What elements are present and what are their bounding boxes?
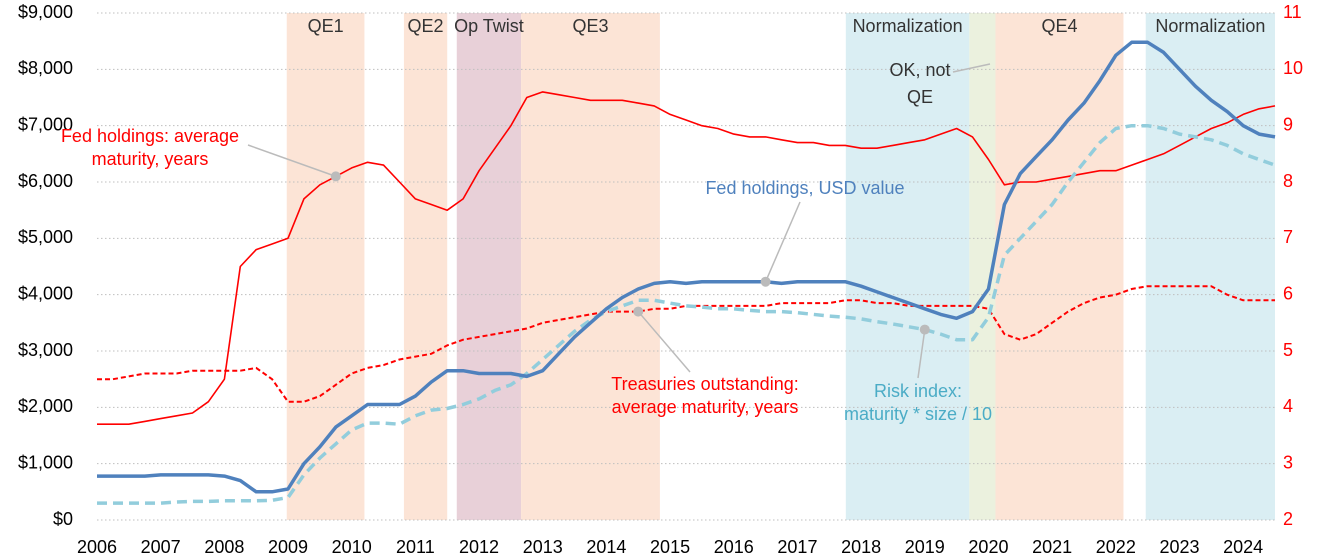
y-tick-label: $3,000 bbox=[18, 340, 73, 360]
series-label: maturity * size / 10 bbox=[844, 404, 992, 424]
x-tick-label: 2015 bbox=[650, 537, 690, 557]
y-tick-label: $8,000 bbox=[18, 58, 73, 78]
callout-line bbox=[917, 329, 926, 379]
shaded-region bbox=[403, 13, 448, 520]
y-tick-label: $2,000 bbox=[18, 396, 73, 416]
y2-tick-label: 11 bbox=[1283, 2, 1302, 22]
x-tick-label: 2022 bbox=[1096, 537, 1136, 557]
callout-dot bbox=[919, 324, 930, 335]
y2-tick-label: 5 bbox=[1283, 340, 1293, 360]
x-tick-label: 2024 bbox=[1223, 537, 1263, 557]
x-tick-label: 2006 bbox=[77, 537, 117, 557]
y2-tick-label: 4 bbox=[1283, 396, 1293, 416]
callout-line bbox=[952, 63, 991, 73]
x-tick-label: 2017 bbox=[777, 537, 817, 557]
x-tick-label: 2014 bbox=[586, 537, 626, 557]
series-label: Risk index: bbox=[874, 381, 962, 401]
region-label: Op Twist bbox=[454, 16, 524, 36]
callout-dot bbox=[760, 276, 771, 287]
lines bbox=[97, 40, 1276, 505]
region-label: OK, not bbox=[889, 60, 950, 80]
callout-line bbox=[637, 311, 691, 373]
series-label: Treasuries outstanding: bbox=[611, 374, 798, 394]
x-tick-label: 2021 bbox=[1032, 537, 1072, 557]
shaded-region bbox=[521, 13, 660, 520]
y-tick-label: $1,000 bbox=[18, 452, 73, 472]
shaded-region bbox=[456, 13, 522, 520]
region-label: Normalization bbox=[853, 16, 963, 36]
y2-tick-label: 6 bbox=[1283, 283, 1293, 303]
regions bbox=[286, 13, 1275, 520]
region-label: QE2 bbox=[408, 16, 444, 36]
shaded-region bbox=[286, 13, 365, 520]
labels: QE1 QE2 Op Twist QE3 Normalization OK, not QE Q… bbox=[18, 2, 1303, 557]
y-tick-label: $0 bbox=[53, 509, 73, 529]
region-label: QE4 bbox=[1041, 16, 1077, 36]
region-label: QE1 bbox=[308, 16, 344, 36]
callout-line bbox=[764, 201, 801, 283]
x-tick-label: 2020 bbox=[968, 537, 1008, 557]
x-tick-label: 2018 bbox=[841, 537, 881, 557]
y2-tick-label: 2 bbox=[1283, 509, 1293, 529]
y-tick-label: $6,000 bbox=[18, 171, 73, 191]
region-label: QE3 bbox=[572, 16, 608, 36]
x-tick-label: 2011 bbox=[396, 537, 435, 557]
x-tick-label: 2019 bbox=[905, 537, 945, 557]
series-label: Fed holdings: average bbox=[61, 126, 239, 146]
y-tick-label: $9,000 bbox=[18, 2, 73, 22]
x-tick-label: 2013 bbox=[523, 537, 563, 557]
grid bbox=[97, 12, 1275, 521]
region-label: QE bbox=[907, 87, 933, 107]
series-line bbox=[97, 40, 1276, 494]
y-tick-label: $4,000 bbox=[18, 283, 73, 303]
x-tick-label: 2008 bbox=[204, 537, 244, 557]
x-tick-label: 2016 bbox=[714, 537, 754, 557]
y2-tick-label: 9 bbox=[1283, 114, 1293, 134]
series-line bbox=[97, 285, 1275, 403]
callout-dot bbox=[633, 306, 644, 317]
x-tick-label: 2010 bbox=[332, 537, 372, 557]
x-tick-label: 2007 bbox=[141, 537, 181, 557]
series-line bbox=[97, 123, 1276, 505]
x-tick-label: 2023 bbox=[1159, 537, 1199, 557]
shaded-region bbox=[995, 13, 1124, 520]
series-label: Fed holdings, USD value bbox=[705, 178, 904, 198]
callout-dot bbox=[330, 171, 341, 182]
shaded-region bbox=[1145, 13, 1275, 520]
x-tick-label: 2012 bbox=[459, 537, 499, 557]
callout-line bbox=[247, 144, 337, 178]
series-label: maturity, years bbox=[92, 149, 209, 169]
x-tick-label: 2009 bbox=[268, 537, 308, 557]
series-line bbox=[97, 91, 1276, 425]
y2-tick-label: 8 bbox=[1283, 171, 1293, 191]
y2-tick-label: 7 bbox=[1283, 227, 1293, 247]
y-tick-label: $7,000 bbox=[18, 114, 73, 134]
y2-tick-label: 10 bbox=[1283, 58, 1303, 78]
series-label: average maturity, years bbox=[612, 397, 799, 417]
y-tick-label: $5,000 bbox=[18, 227, 73, 247]
region-label: Normalization bbox=[1155, 16, 1265, 36]
shaded-region bbox=[845, 13, 970, 520]
y2-tick-label: 3 bbox=[1283, 452, 1293, 472]
